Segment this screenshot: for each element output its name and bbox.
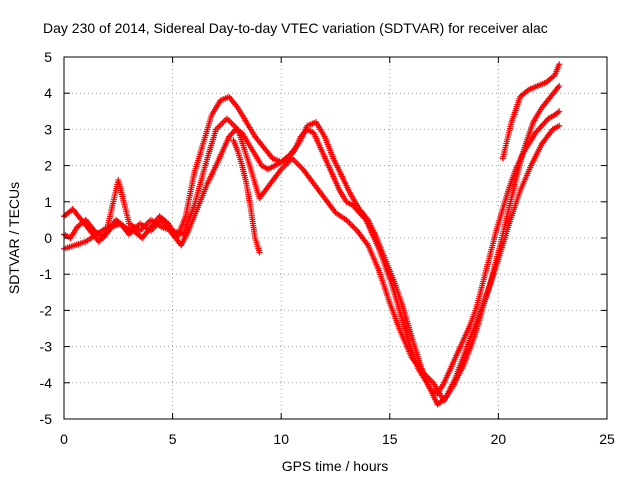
data-point <box>556 61 563 68</box>
x-axis-label: GPS time / hours <box>282 458 389 474</box>
plot-frame <box>63 56 608 420</box>
y-tick-labels: -5 -4 -3 -2 -1 0 1 2 3 4 5 <box>40 49 53 427</box>
y-axis-label: SDTVAR / TECUs <box>6 182 22 294</box>
series-2 <box>61 115 563 404</box>
x-tick-label: 5 <box>169 431 177 447</box>
y-tick-label: -2 <box>40 302 53 318</box>
chart-title: Day 230 of 2014, Sidereal Day-to-day VTE… <box>43 20 548 36</box>
x-tick-label: 25 <box>599 431 615 447</box>
y-tick-label: -4 <box>40 375 53 391</box>
y-tick-label: 4 <box>44 85 52 101</box>
x-tick-labels: 0 5 10 15 20 25 <box>60 431 615 447</box>
y-tick-label: 3 <box>44 121 52 137</box>
y-tick-label: 0 <box>44 230 52 246</box>
axis-ticks <box>63 56 608 420</box>
y-tick-label: -5 <box>40 411 53 427</box>
series-4 <box>499 61 563 162</box>
x-tick-label: 0 <box>60 431 68 447</box>
grid-layer <box>64 57 607 419</box>
y-tick-label: 5 <box>44 49 52 65</box>
y-tick-label: -3 <box>40 339 53 355</box>
data-point <box>556 82 563 89</box>
y-tick-label: -1 <box>40 266 53 282</box>
data-point <box>256 249 263 256</box>
series-0 <box>61 108 563 397</box>
x-tick-label: 20 <box>491 431 507 447</box>
y-tick-label: 1 <box>44 194 52 210</box>
data-point <box>556 108 563 115</box>
series-3 <box>230 137 263 256</box>
x-tick-label: 10 <box>273 431 289 447</box>
data-point <box>556 122 563 129</box>
y-tick-label: 2 <box>44 158 52 174</box>
data-points <box>61 61 563 408</box>
x-tick-label: 15 <box>382 431 398 447</box>
